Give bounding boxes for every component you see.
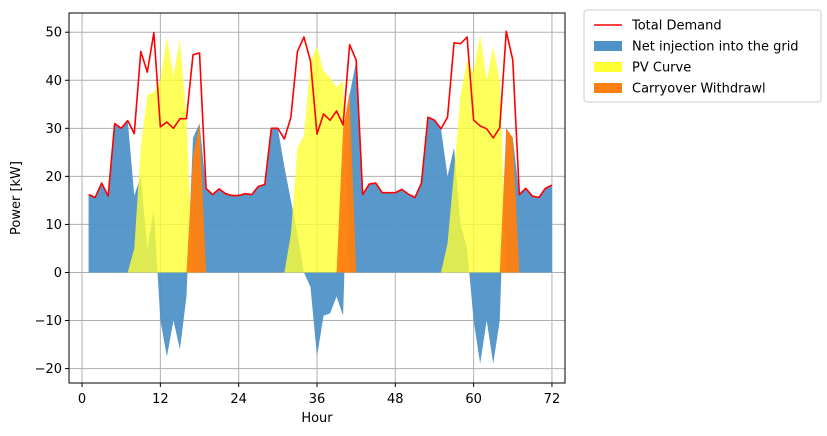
legend-swatch-pv-curve [594,62,622,72]
series-areas [88,34,552,364]
series-line-total-demand [88,30,553,199]
series-lines [88,30,553,199]
legend-label-pv-curve: PV Curve [632,61,691,76]
x-tick-label: 36 [309,392,326,407]
x-tick-label: 24 [230,392,247,407]
x-axis-title: Hour [301,411,333,426]
series-area-pv-curve [88,34,552,273]
legend-swatch-net-injection-into-the-grid [594,41,622,51]
plot-area: 0 12 24 36 48 60 72 −20 −10 0 10 20 30 40 50 [35,12,566,407]
legend-label-total-demand: Total Demand [631,19,722,34]
series-area-net-injection-into-the-grid [88,61,552,364]
x-tick-label: 0 [78,392,86,407]
legend: Total Demand Net injection into the grid P… [583,9,822,103]
y-tick-label: 10 [45,218,62,233]
y-tick-label: 50 [45,26,62,41]
y-tick-label: 30 [45,122,62,137]
x-tick-label: 48 [387,392,404,407]
y-tick-label: −20 [35,362,62,377]
x-tick-label: 72 [544,392,561,407]
legend-swatch-carryover-withdrawl [594,83,622,93]
legend-box [583,9,822,103]
y-tick-label: 40 [45,74,62,89]
y-tick-label: 20 [45,170,62,185]
y-tick-label: −10 [35,314,62,329]
x-tick-label: 60 [465,392,482,407]
legend-label-net-injection-into-the-grid: Net injection into the grid [632,40,799,55]
series-area-carryover-withdrawl [88,92,552,273]
x-tick-label: 12 [152,392,169,407]
y-axis-title: Power [kW] [9,161,24,235]
axis-ticks: 0 12 24 36 48 60 72 −20 −10 0 10 20 30 40 50 [35,26,561,407]
y-tick-label: 0 [54,266,62,281]
legend-label-carryover-withdrawl: Carryover Withdrawl [632,82,766,97]
